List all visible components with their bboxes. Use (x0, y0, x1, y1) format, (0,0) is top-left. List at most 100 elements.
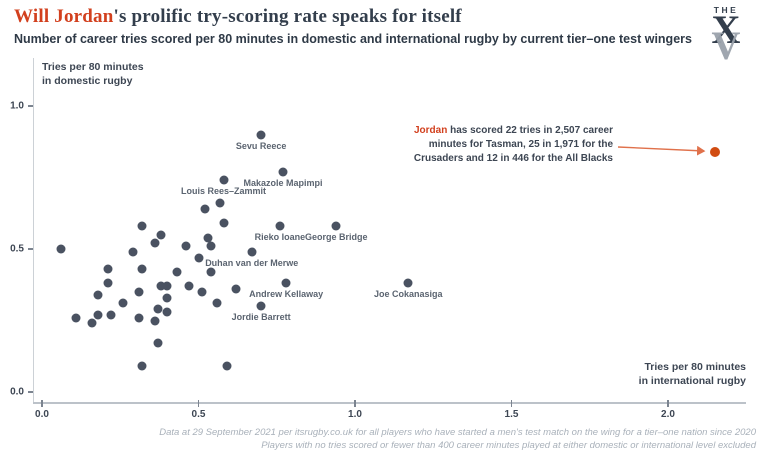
data-point (150, 238, 160, 248)
data-point (106, 310, 116, 320)
y-tick-label: 0.0 (10, 386, 24, 398)
data-point (118, 298, 128, 308)
x-axis-label-line2: in international rugby (638, 375, 746, 387)
source-note: Data at 29 September 2021 per itsrugby.c… (159, 426, 756, 452)
data-point (134, 313, 144, 323)
data-point (162, 307, 172, 317)
jordan-data-point (709, 146, 720, 157)
data-point (194, 253, 203, 263)
source-note-line1: Data at 29 September 2021 per itsrugby.c… (159, 427, 756, 438)
annotation-line3: Crusaders and 12 in 446 for the All Blac… (413, 153, 613, 164)
x-tick (354, 400, 356, 407)
data-point (403, 278, 413, 288)
x-tick (197, 400, 200, 407)
y-tick (28, 105, 33, 107)
data-point (156, 230, 166, 240)
data-point (222, 361, 232, 371)
annotation-line1-rest: has scored 22 tries in 2,507 career (447, 125, 613, 136)
data-point (150, 316, 160, 325)
source-note-line2: Players with no tries scored or fewer th… (261, 440, 756, 451)
data-point (87, 318, 97, 328)
annotation-highlight: Jordan (413, 125, 448, 136)
data-point (219, 218, 229, 228)
x-axis-label: Tries per 80 minutes in international ru… (639, 360, 746, 388)
data-point (206, 267, 216, 277)
data-point (256, 130, 266, 140)
data-point (203, 233, 213, 243)
x-tick-label: 1.0 (348, 409, 362, 420)
annotation-line2: minutes for Tasman, 25 in 1,971 for the (428, 139, 613, 150)
data-point-label: Andrew Kellaway (249, 289, 324, 300)
data-point (153, 338, 163, 348)
title-rest: 's prolific try-scoring rate speaks for … (113, 6, 462, 27)
x-tick (510, 400, 513, 407)
the-xv-logo: THE X V (700, 2, 752, 68)
x-tick-label: 0.0 (35, 409, 49, 420)
data-point (231, 284, 241, 294)
data-point (331, 221, 341, 231)
data-point (281, 278, 291, 288)
data-point (219, 175, 229, 185)
data-point (156, 281, 166, 291)
data-point (200, 204, 210, 214)
data-point (181, 241, 191, 251)
y-tick (28, 391, 33, 393)
x-axis-label-line1: Tries per 80 minutes (644, 361, 746, 373)
data-point (162, 281, 172, 291)
data-point (247, 247, 257, 257)
data-point-label: Joe Cokanasiga (373, 289, 443, 300)
data-point (93, 310, 103, 320)
the-xv-logo-icon: THE X V (712, 5, 741, 68)
logo-v-glyph: V (712, 23, 741, 62)
chart-subtitle: Number of career tries scored per 80 min… (14, 32, 692, 46)
x-axis-line (33, 402, 746, 404)
data-point (71, 313, 81, 323)
data-point (275, 221, 285, 231)
data-point-label: George Bridge (304, 232, 368, 243)
data-point (128, 247, 138, 257)
x-tick-label: 2.0 (661, 409, 675, 420)
data-point (256, 301, 266, 311)
x-tick-label: 0.5 (191, 409, 206, 420)
x-tick-label: 1.5 (504, 409, 519, 420)
data-point (137, 361, 147, 371)
y-axis-label: Tries per 80 minutes in domestic rugby (42, 60, 144, 88)
page-title: Will Jordan's prolific try-scoring rate … (14, 6, 462, 28)
y-tick-label: 1.0 (10, 100, 24, 112)
data-point-label: Louis Rees–Zammit (181, 186, 267, 197)
y-axis-label-line2: in domestic rugby (42, 75, 133, 87)
y-tick-label: 0.5 (10, 243, 24, 255)
data-point-label: Jordie Barrett (231, 312, 291, 323)
data-point (56, 244, 66, 254)
data-point (153, 304, 163, 314)
data-point (197, 287, 207, 297)
data-point (184, 281, 194, 291)
x-tick (41, 400, 43, 407)
data-point (172, 267, 182, 277)
x-tick (667, 400, 669, 407)
data-point (162, 293, 172, 303)
data-point (206, 241, 216, 251)
data-point (137, 221, 147, 231)
data-point-label: Duhan van der Merwe (205, 257, 299, 268)
data-point (134, 287, 144, 297)
data-point (278, 167, 288, 177)
data-point (212, 298, 222, 308)
logo-x-glyph: X (712, 7, 741, 52)
data-point-label: Rieko Ioane (254, 232, 306, 243)
annotation-line1: Jordan has scored 22 tries in 2,507 care… (372, 124, 613, 138)
data-point (103, 278, 113, 288)
data-point (93, 290, 103, 300)
title-highlight: Will Jordan (14, 6, 114, 27)
jordan-annotation: Jordan has scored 22 tries in 2,507 care… (372, 124, 613, 166)
data-point (137, 264, 147, 274)
y-axis-line (33, 58, 34, 403)
data-point (103, 264, 113, 274)
data-point (215, 198, 225, 208)
y-tick (28, 248, 33, 250)
logo-the-text: THE (714, 5, 739, 15)
data-point-label: Makazole Mapimpi (243, 177, 323, 188)
data-point-label: Sevu Reece (235, 140, 287, 151)
y-axis-label-line1: Tries per 80 minutes (42, 61, 144, 73)
